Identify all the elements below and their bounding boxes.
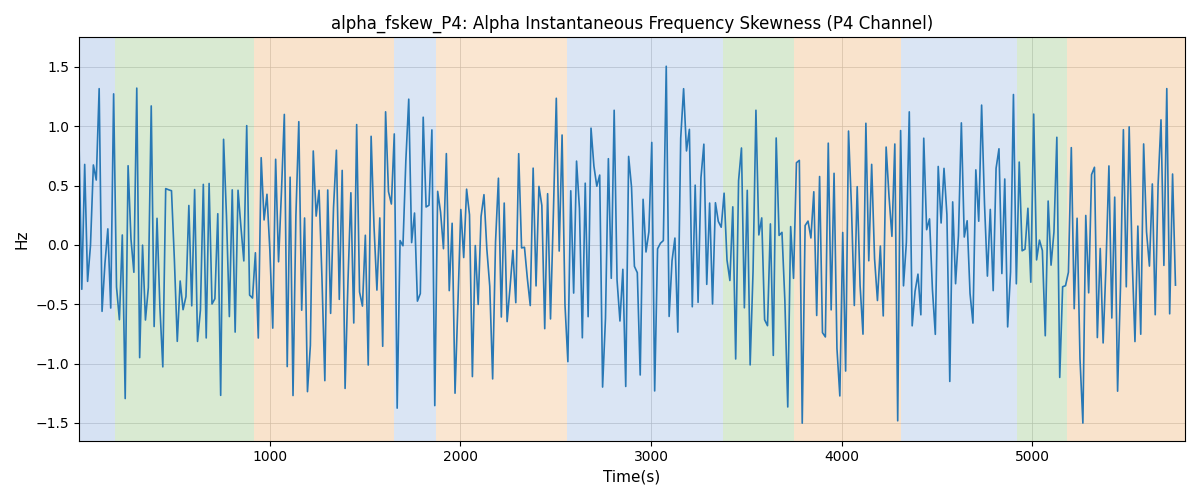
Bar — [115, 38, 254, 440]
Y-axis label: Hz: Hz — [14, 230, 30, 249]
Bar — [724, 38, 794, 440]
Bar — [1018, 38, 1067, 440]
Bar — [436, 38, 568, 440]
Bar — [568, 38, 724, 440]
Bar — [394, 38, 436, 440]
Bar — [794, 38, 901, 440]
Bar — [79, 38, 115, 440]
Bar — [901, 38, 1018, 440]
Bar — [1067, 38, 1186, 440]
X-axis label: Time(s): Time(s) — [604, 470, 660, 485]
Bar — [254, 38, 394, 440]
Title: alpha_fskew_P4: Alpha Instantaneous Frequency Skewness (P4 Channel): alpha_fskew_P4: Alpha Instantaneous Freq… — [331, 15, 934, 34]
